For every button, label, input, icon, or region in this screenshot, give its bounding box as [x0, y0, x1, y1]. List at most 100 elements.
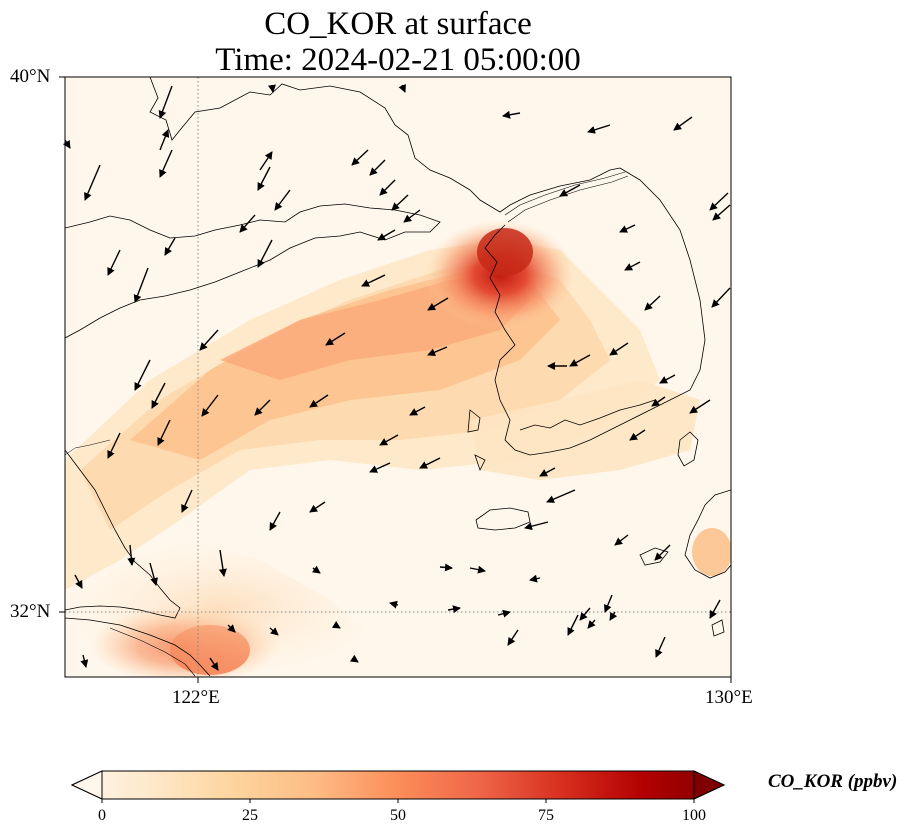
map-frame — [64, 76, 732, 678]
wind-arrow — [579, 607, 591, 621]
wind-arrow — [389, 600, 399, 609]
wind-arrow — [529, 574, 541, 583]
lat-tick-32n: 32°N — [10, 601, 51, 622]
wind-arrow — [325, 332, 346, 346]
wind-vectors — [62, 83, 731, 671]
wind-arrow — [259, 151, 273, 171]
wind-arrow — [609, 611, 618, 621]
wind-arrow — [158, 85, 173, 119]
wind-arrow — [311, 565, 321, 574]
wind-arrow — [569, 354, 591, 367]
wind-arrow — [712, 204, 731, 221]
chart-title: CO_KOR at surface — [264, 6, 532, 42]
colorbar-label: CO_KOR (ppbv) — [768, 771, 898, 792]
wind-arrow — [159, 129, 170, 151]
wind-arrow — [107, 249, 121, 276]
colorbar-tick-0: 0 — [98, 807, 106, 824]
wind-arrow — [507, 629, 519, 646]
wind-arrow — [269, 511, 281, 531]
wind-arrow — [351, 149, 369, 166]
wind-arrow — [419, 457, 441, 469]
wind-arrow — [539, 467, 556, 477]
wind-arrow — [199, 329, 219, 351]
wind-arrow — [218, 549, 227, 577]
gridlines — [65, 77, 731, 677]
wind-arrow — [254, 399, 271, 416]
wind-arrow — [614, 534, 629, 546]
lon-tick-122e: 122°E — [172, 687, 220, 708]
wind-arrow — [134, 359, 151, 391]
wind-arrow — [655, 636, 666, 658]
wind-arrow — [651, 396, 666, 407]
co-concentration-field — [65, 77, 731, 677]
wind-arrow — [673, 116, 693, 131]
wind-arrow — [361, 274, 386, 287]
wind-arrow — [80, 654, 89, 668]
axis-ticks — [59, 76, 732, 683]
wind-arrow — [609, 342, 629, 356]
wind-arrow — [379, 434, 399, 446]
wind-arrow — [74, 574, 83, 589]
wind-arrow — [502, 110, 521, 119]
wind-arrow — [587, 124, 611, 134]
wind-arrow — [369, 462, 391, 473]
wind-arrow — [157, 419, 171, 446]
wind-arrow — [497, 609, 511, 618]
wind-arrow — [107, 432, 121, 459]
wind-arrow — [331, 620, 341, 629]
wind-arrow — [711, 287, 731, 308]
wind-arrow — [689, 399, 711, 414]
colorbar-tick-100: 100 — [682, 807, 706, 824]
wind-arrow — [427, 297, 449, 311]
wind-arrow — [257, 166, 271, 191]
wind-arrow — [644, 295, 661, 311]
wind-arrow — [377, 229, 396, 241]
wind-arrow — [546, 489, 576, 503]
wind-arrow — [309, 394, 329, 408]
wind-arrow — [159, 149, 173, 178]
wind-arrow — [349, 654, 359, 663]
lon-tick-130e: 130°E — [705, 687, 753, 708]
wind-arrow — [268, 84, 276, 93]
wind-arrow — [309, 501, 326, 513]
colorbar — [70, 770, 726, 803]
wind-arrow — [427, 346, 448, 356]
wind-arrow — [391, 194, 409, 211]
wind-arrow — [133, 267, 149, 303]
colorbar-tick-50: 50 — [390, 807, 406, 824]
wind-arrow — [239, 214, 256, 233]
wind-arrow — [567, 614, 579, 636]
wind-arrow — [603, 594, 613, 613]
wind-arrow — [654, 544, 671, 561]
wind-arrow — [181, 489, 193, 513]
wind-arrow — [439, 563, 453, 572]
wind-arrow — [469, 565, 486, 574]
wind-arrow — [559, 184, 581, 197]
wind-arrow — [227, 624, 236, 633]
wind-arrow — [624, 261, 641, 271]
wind-arrow — [62, 139, 71, 149]
wind-arrow — [398, 83, 406, 93]
wind-arrow — [164, 237, 176, 256]
wind-arrow — [84, 164, 101, 201]
wind-arrow — [201, 394, 219, 417]
wind-arrow — [274, 189, 291, 211]
wind-arrow — [151, 382, 166, 409]
colorbar-tick-75: 75 — [538, 807, 554, 824]
wind-arrow — [209, 657, 219, 671]
wind-arrow — [447, 605, 461, 614]
wind-arrow — [269, 627, 279, 636]
wind-arrow — [709, 599, 721, 619]
chart-subtitle: Time: 2024-02-21 05:00:00 — [215, 42, 581, 78]
wind-arrow — [127, 544, 136, 566]
wind-arrow — [709, 192, 729, 211]
wind-arrow — [619, 224, 636, 233]
wind-arrow — [369, 159, 386, 176]
wind-arrow — [403, 209, 421, 223]
wind-arrow — [587, 619, 596, 629]
wind-arrow — [659, 374, 676, 384]
wind-arrow — [409, 406, 426, 416]
wind-arrow — [149, 562, 159, 586]
wind-arrow — [524, 521, 549, 531]
